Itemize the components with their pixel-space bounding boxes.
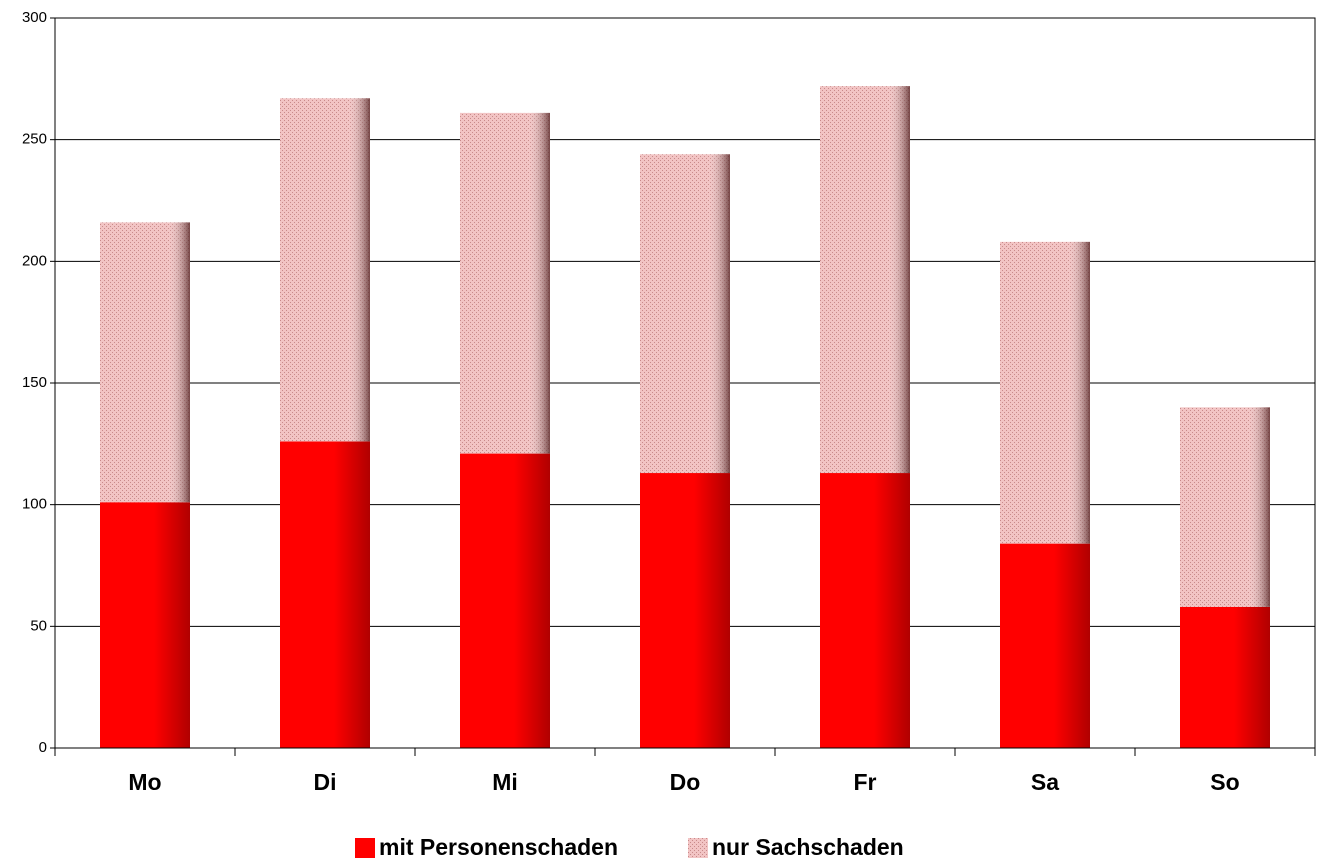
- x-tick-label: Mo: [128, 769, 161, 795]
- y-tick-label: 0: [39, 739, 47, 756]
- legend-label: nur Sachschaden: [712, 834, 904, 860]
- y-tick-label: 200: [22, 252, 47, 269]
- bar-segment: [820, 473, 910, 748]
- x-tick-label: Di: [314, 769, 337, 795]
- x-tick-label: So: [1210, 769, 1239, 795]
- legend-label: mit Personenschaden: [379, 834, 618, 860]
- y-tick-label: 100: [22, 496, 47, 513]
- bar-segment: [1180, 606, 1270, 748]
- bar-segment: [1180, 407, 1270, 607]
- y-tick-label: 250: [22, 131, 47, 148]
- bar-segment: [1000, 241, 1090, 544]
- bar-segment: [280, 441, 370, 748]
- bar-segment: [1000, 543, 1090, 748]
- bar-segment: [100, 222, 190, 503]
- legend-swatch: [688, 838, 708, 858]
- y-tick-label: 150: [22, 374, 47, 391]
- bar-segment: [640, 154, 730, 474]
- bar-segment: [100, 502, 190, 748]
- plot-border: [54, 17, 1316, 749]
- bar-segment: [640, 473, 730, 748]
- bar-segment: [820, 86, 910, 474]
- x-tick-label: Sa: [1031, 769, 1059, 795]
- x-tick-label: Fr: [854, 769, 877, 795]
- bar-segment: [460, 112, 550, 454]
- bar-segment: [460, 453, 550, 748]
- y-tick-label: 300: [22, 9, 47, 26]
- x-tick-label: Do: [670, 769, 701, 795]
- legend-swatch: [355, 838, 375, 858]
- x-tick-label: Mi: [492, 769, 518, 795]
- bar-segment: [280, 98, 370, 442]
- y-tick-label: 50: [30, 617, 47, 634]
